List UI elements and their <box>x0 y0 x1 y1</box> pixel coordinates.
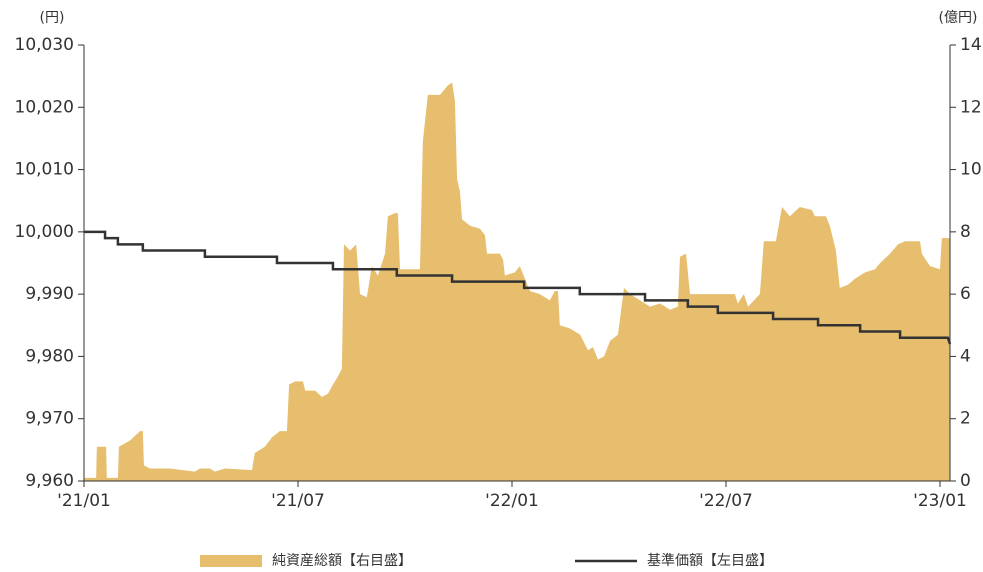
legend-swatch <box>200 555 262 567</box>
y-tick-label: 10,030 <box>15 35 74 55</box>
legend-label: 基準価額【左目盛】 <box>647 552 773 569</box>
legend-label: 純資産総額【右目盛】 <box>272 553 412 569</box>
y2-tick-label: 0 <box>960 471 971 491</box>
x-tick-label: '23/01 <box>913 491 967 511</box>
y-tick-label: 10,020 <box>15 97 74 117</box>
y2-tick-label: 4 <box>960 346 971 366</box>
y-tick-label: 9,990 <box>25 284 74 304</box>
y2-tick-label: 12 <box>960 97 982 117</box>
y2-tick-label: 6 <box>960 284 971 304</box>
x-tick-label: '22/01 <box>485 491 539 511</box>
y2-tick-label: 2 <box>960 409 971 429</box>
y2-tick-label: 14 <box>960 35 982 55</box>
y-tick-label: 10,010 <box>15 160 74 180</box>
y2-tick-label: 10 <box>960 160 982 180</box>
y-unit: (円) <box>40 10 65 26</box>
y-tick-label: 9,970 <box>25 409 74 429</box>
y-tick-label: 9,960 <box>25 471 74 491</box>
line <box>84 230 952 345</box>
x-tick-label: '22/07 <box>699 491 753 511</box>
y-tick-label: 10,000 <box>15 222 74 242</box>
y-tick-label: 9,980 <box>25 346 74 366</box>
y2-unit: (億円) <box>939 10 978 26</box>
y2-tick-label: 8 <box>960 222 971 242</box>
x-tick-label: '21/01 <box>57 491 111 511</box>
x-tick-label: '21/07 <box>271 491 325 511</box>
